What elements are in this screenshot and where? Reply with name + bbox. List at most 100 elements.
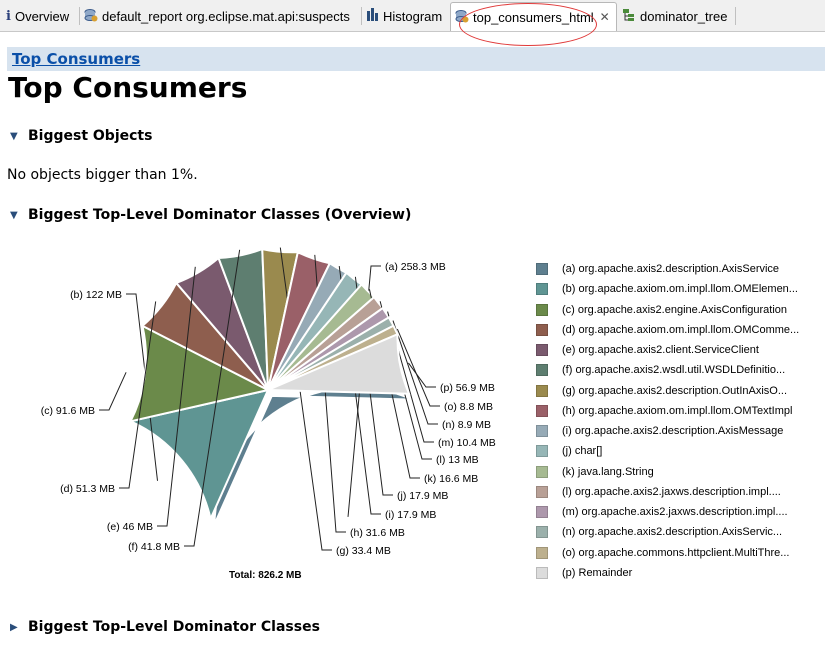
expanded-triangle-icon: ▼ xyxy=(10,130,18,142)
legend-swatch xyxy=(536,283,548,296)
section-dominator-overview[interactable]: ▼ Biggest Top-Level Dominator Classes (O… xyxy=(10,207,411,223)
close-icon[interactable]: ✕ xyxy=(599,10,610,24)
pie-leader-line xyxy=(408,362,436,388)
legend-label: (k) java.lang.String xyxy=(562,465,654,478)
pie-slice-label: (b) 122 MB xyxy=(70,289,122,301)
chart-legend: (a) org.apache.axis2.description.AxisSer… xyxy=(536,259,799,583)
pie-slice-label: (k) 16.6 MB xyxy=(424,473,478,485)
legend-item: (m) org.apache.axis2.jaxws.description.i… xyxy=(536,502,799,522)
pie-leader-line xyxy=(126,293,159,481)
tab-label: default_report org.eclipse.mat.api:suspe… xyxy=(102,8,350,24)
tab-separator xyxy=(361,7,362,25)
legend-label: (i) org.apache.axis2.description.AxisMes… xyxy=(562,425,784,438)
tab-label: top_consumers_html xyxy=(473,9,594,25)
legend-swatch xyxy=(536,263,548,276)
pie-slice-label: (a) 258.3 MB xyxy=(385,261,446,273)
legend-swatch xyxy=(536,445,548,458)
legend-label: (g) org.apache.axis2.description.OutInAx… xyxy=(562,384,787,397)
legend-swatch xyxy=(536,303,548,316)
legend-swatch xyxy=(536,566,548,579)
legend-label: (o) org.apache.commons.httpclient.MultiT… xyxy=(562,546,790,559)
pie-slice-label: (l) 13 MB xyxy=(436,454,479,466)
section-title: Biggest Objects xyxy=(28,128,153,144)
legend-label: (e) org.apache.axis2.client.ServiceClien… xyxy=(562,344,759,357)
info-icon: i xyxy=(6,8,11,24)
legend-item: (h) org.apache.axiom.om.impl.llom.OMText… xyxy=(536,401,799,421)
breadcrumb-link-top-consumers[interactable]: Top Consumers xyxy=(12,50,141,68)
legend-item: (j) char[] xyxy=(536,441,799,461)
legend-swatch xyxy=(536,425,548,438)
pie-slice-label: (d) 51.3 MB xyxy=(60,483,115,495)
section-dominator-classes[interactable]: ▶ Biggest Top-Level Dominator Classes xyxy=(10,619,320,635)
legend-item: (p) Remainder xyxy=(536,563,799,583)
tab-label: Histogram xyxy=(383,8,443,24)
legend-swatch xyxy=(536,465,548,478)
pie-leader-line xyxy=(387,311,434,443)
pie-slice-label: (o) 8.8 MB xyxy=(444,401,493,413)
pie-leader-line xyxy=(157,266,196,527)
tab-histogram[interactable]: Histogram xyxy=(366,4,442,28)
pie-slice-label: (c) 91.6 MB xyxy=(41,405,95,417)
legend-label: (l) org.apache.axis2.jaxws.description.i… xyxy=(562,485,781,498)
breadcrumb: Top Consumers xyxy=(7,47,825,71)
collapsed-triangle-icon: ▶ xyxy=(10,621,18,633)
tree-icon xyxy=(622,8,636,25)
legend-label: (n) org.apache.axis2.description.AxisSer… xyxy=(562,526,783,539)
pie-slice xyxy=(267,332,411,395)
pie-leader-line xyxy=(396,328,440,407)
expanded-triangle-icon: ▼ xyxy=(10,209,18,221)
legend-item: (a) org.apache.axis2.description.AxisSer… xyxy=(536,259,799,279)
pie-slice-label: (m) 10.4 MB xyxy=(438,437,496,449)
legend-swatch xyxy=(536,384,548,397)
pie-leader-line xyxy=(119,301,157,489)
tab-dominator-tree[interactable]: dominator_tree xyxy=(622,4,727,28)
legend-item: (l) org.apache.axis2.jaxws.description.i… xyxy=(536,482,799,502)
section-title: Biggest Top-Level Dominator Classes (Ove… xyxy=(28,207,412,223)
legend-item: (g) org.apache.axis2.description.OutInAx… xyxy=(536,381,799,401)
legend-swatch xyxy=(536,506,548,519)
pie-leader-line xyxy=(347,265,381,517)
legend-label: (h) org.apache.axiom.om.impl.llom.OMText… xyxy=(562,404,793,417)
pie-slice-label: (e) 46 MB xyxy=(107,521,153,533)
report-icon xyxy=(455,9,469,26)
legend-label: (p) Remainder xyxy=(562,566,633,579)
pie-slice-label: (j) 17.9 MB xyxy=(397,490,448,502)
tab-separator xyxy=(735,7,736,25)
legend-item: (f) org.apache.axis2.wsdl.util.WSDLDefin… xyxy=(536,360,799,380)
legend-swatch xyxy=(536,526,548,539)
legend-label: (b) org.apache.axiom.om.impl.llom.OMElem… xyxy=(562,283,798,296)
tab-top-consumers-html[interactable]: top_consumers_html ✕ xyxy=(450,2,617,31)
pie-slice-label: (h) 31.6 MB xyxy=(350,527,405,539)
legend-swatch xyxy=(536,364,548,377)
pie-slice xyxy=(127,388,270,522)
legend-item: (i) org.apache.axis2.description.AxisMes… xyxy=(536,421,799,441)
tab-separator xyxy=(79,7,80,25)
pie-leader-line xyxy=(392,320,438,425)
legend-swatch xyxy=(536,485,548,498)
legend-swatch xyxy=(536,323,548,336)
legend-swatch xyxy=(536,404,548,417)
page-title: Top Consumers xyxy=(8,71,248,104)
histogram-icon xyxy=(366,8,379,24)
pie-leader-line xyxy=(99,372,127,411)
legend-item: (c) org.apache.axis2.engine.AxisConfigur… xyxy=(536,300,799,320)
section-biggest-objects[interactable]: ▼ Biggest Objects xyxy=(10,128,152,144)
report-icon xyxy=(84,8,98,25)
editor-tab-bar: i Overview default_report org.eclipse.ma… xyxy=(0,0,825,32)
legend-item: (b) org.apache.axiom.om.impl.llom.OMElem… xyxy=(536,279,799,299)
tab-default-report[interactable]: default_report org.eclipse.mat.api:suspe… xyxy=(84,4,350,28)
pie-leader-line xyxy=(184,249,241,547)
legend-item: (e) org.apache.axis2.client.ServiceClien… xyxy=(536,340,799,360)
legend-label: (c) org.apache.axis2.engine.AxisConfigur… xyxy=(562,303,788,316)
legend-swatch xyxy=(536,546,548,559)
legend-item: (o) org.apache.commons.httpclient.MultiT… xyxy=(536,543,799,563)
tab-overview[interactable]: i Overview xyxy=(6,4,69,28)
chart-total-label: Total: 826.2 MB xyxy=(229,570,302,581)
pie-slice-label: (p) 56.9 MB xyxy=(440,382,495,394)
legend-item: (n) org.apache.axis2.description.AxisSer… xyxy=(536,522,799,542)
tab-label: dominator_tree xyxy=(640,8,728,24)
no-objects-message: No objects bigger than 1%. xyxy=(7,167,198,183)
legend-item: (d) org.apache.axiom.om.impl.llom.OMComm… xyxy=(536,320,799,340)
legend-swatch xyxy=(536,344,548,357)
pie-chart: (a) 258.3 MB (b) 122 MB (c) 91.6 MB (d) 51.… xyxy=(41,247,496,557)
